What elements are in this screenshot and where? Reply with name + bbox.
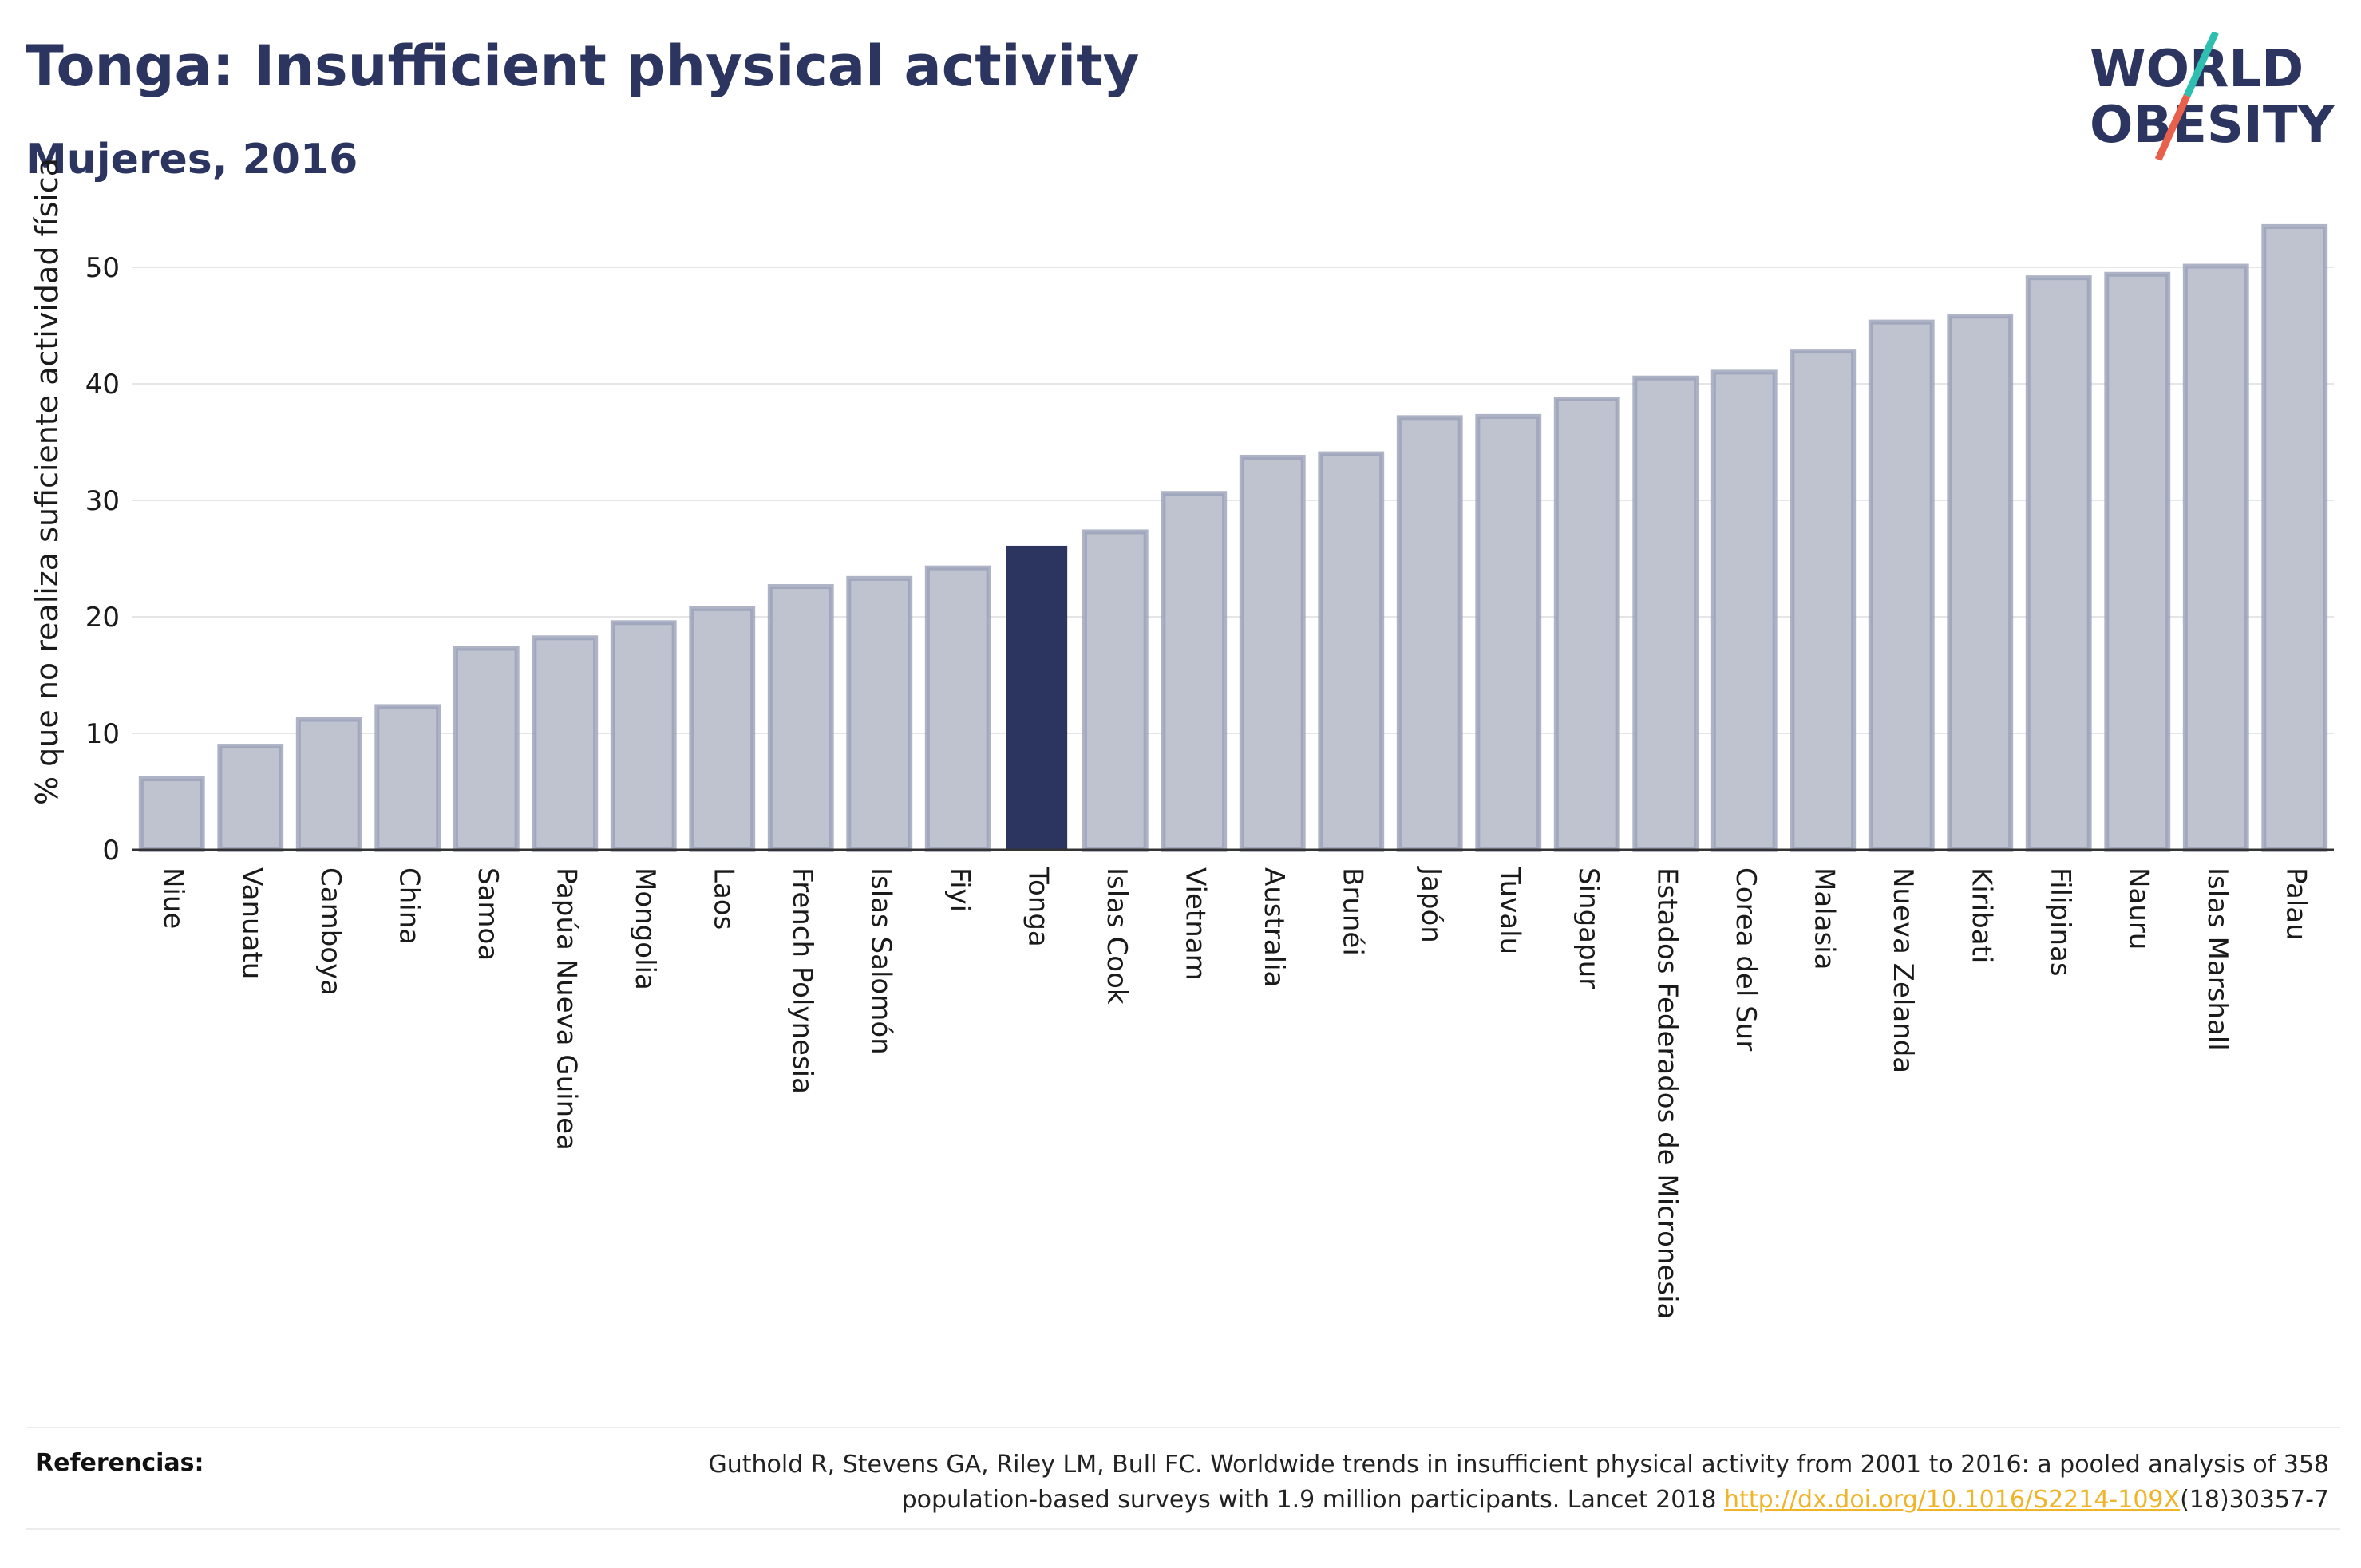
y-tick-label: 20	[85, 602, 120, 634]
bar-chart: 0 10 20 30 40 50 % que no realiza suficiente a…	[30, 158, 2334, 1319]
bar	[2182, 263, 2249, 853]
bar	[1710, 369, 1778, 852]
x-tick-label: Filipinas	[2044, 867, 2076, 977]
x-tick-label: Papúa Nueva Guinea	[550, 867, 582, 1151]
logo-word-obesity: OBESITY	[2090, 96, 2335, 155]
bar	[1475, 413, 1542, 852]
doi-link[interactable]: http://dx.doi.org/10.1016/S2214-109X	[1724, 1486, 2181, 1514]
x-tick-label: Kiribati	[1965, 867, 1997, 963]
reference-line-2: population-based surveys with 1.9 millio…	[901, 1486, 1725, 1514]
bar	[689, 606, 756, 853]
x-tick-label: Islas Marshall	[2201, 867, 2233, 1051]
references-section: Referencias: Guthold R, Stevens GA, Rile…	[26, 1427, 2340, 1530]
x-tick-label: Samoa	[472, 867, 504, 961]
bar	[1947, 314, 2014, 852]
y-tick-label: 0	[102, 835, 120, 867]
x-tick-label: Tuvalu	[1493, 867, 1525, 954]
x-tick-label: Nueva Zelanda	[1887, 867, 1919, 1073]
y-tick-label: 30	[85, 485, 120, 517]
bar	[610, 620, 677, 852]
x-tick-label: Malasia	[1808, 867, 1840, 970]
bar	[924, 565, 991, 852]
bar	[2261, 223, 2328, 852]
x-tick-label: Vanuatu	[235, 867, 267, 979]
y-tick-label: 10	[85, 718, 120, 750]
logo-slash-teal	[2183, 32, 2220, 97]
x-tick-label: French Polynesia	[786, 867, 818, 1094]
x-tick-label: Islas Cook	[1101, 867, 1133, 1005]
bar	[1082, 529, 1149, 852]
x-tick-label: Corea del Sur	[1730, 867, 1762, 1051]
bar	[295, 717, 362, 852]
bar	[532, 635, 599, 853]
bar	[1318, 451, 1385, 852]
y-tick-label: 40	[85, 369, 120, 401]
bar	[1868, 319, 1935, 852]
x-tick-label: Camboya	[314, 867, 346, 996]
bar	[1161, 491, 1228, 852]
x-tick-label: Singapur	[1572, 867, 1604, 989]
references-text: Guthold R, Stevens GA, Riley LM, Bull FC…	[573, 1448, 2329, 1518]
x-tick-label: Niue	[157, 867, 189, 929]
x-tick-label: Tonga	[1022, 867, 1054, 947]
x-tick-label: Islas Salomón	[864, 867, 896, 1055]
bar	[374, 704, 441, 852]
bar	[1396, 415, 1463, 852]
bars	[138, 223, 2328, 853]
labels: 0 10 20 30 40 50 % que no realiza suficiente a…	[30, 158, 2312, 1319]
bar	[1006, 545, 1068, 850]
chart-title: Tonga: Insufficient physical activity	[26, 34, 1140, 99]
y-axis-label: % que no realiza suficiente actividad fí…	[30, 158, 65, 805]
bar	[2025, 275, 2092, 852]
x-tick-label: Estados Federados de Micronesia	[1651, 867, 1683, 1319]
x-tick-label: Palau	[2280, 867, 2312, 941]
references-label: Referencias:	[35, 1449, 204, 1477]
x-tick-label: China	[393, 867, 425, 945]
bar	[2104, 271, 2171, 852]
logo-slash-coral	[2154, 94, 2191, 161]
x-tick-label: Brunéi	[1336, 867, 1368, 956]
bar	[1239, 454, 1306, 852]
bar	[1632, 375, 1699, 852]
bar	[1553, 396, 1620, 853]
y-tick-label: 50	[85, 252, 120, 284]
x-tick-label: Laos	[707, 867, 739, 930]
bar	[138, 776, 205, 852]
world-obesity-logo: WORLD OBESITY	[2090, 32, 2335, 161]
x-tick-label: Vietnam	[1179, 867, 1211, 981]
x-tick-label: Nauru	[2122, 867, 2154, 950]
x-tick-label: Fiyi	[943, 867, 975, 912]
bar	[453, 646, 520, 852]
bar	[217, 744, 284, 852]
bar	[767, 584, 834, 852]
reference-line-2-end: (18)30357-7	[2180, 1486, 2329, 1514]
bar	[846, 575, 913, 852]
bar	[1790, 349, 1857, 852]
x-tick-label: Mongolia	[629, 867, 661, 990]
x-tick-label: Japón	[1415, 866, 1447, 943]
reference-line-1: Guthold R, Stevens GA, Riley LM, Bull FC…	[708, 1451, 2329, 1479]
chart-subtitle: Mujeres, 2016	[26, 136, 358, 184]
x-tick-label: Australia	[1258, 867, 1290, 987]
